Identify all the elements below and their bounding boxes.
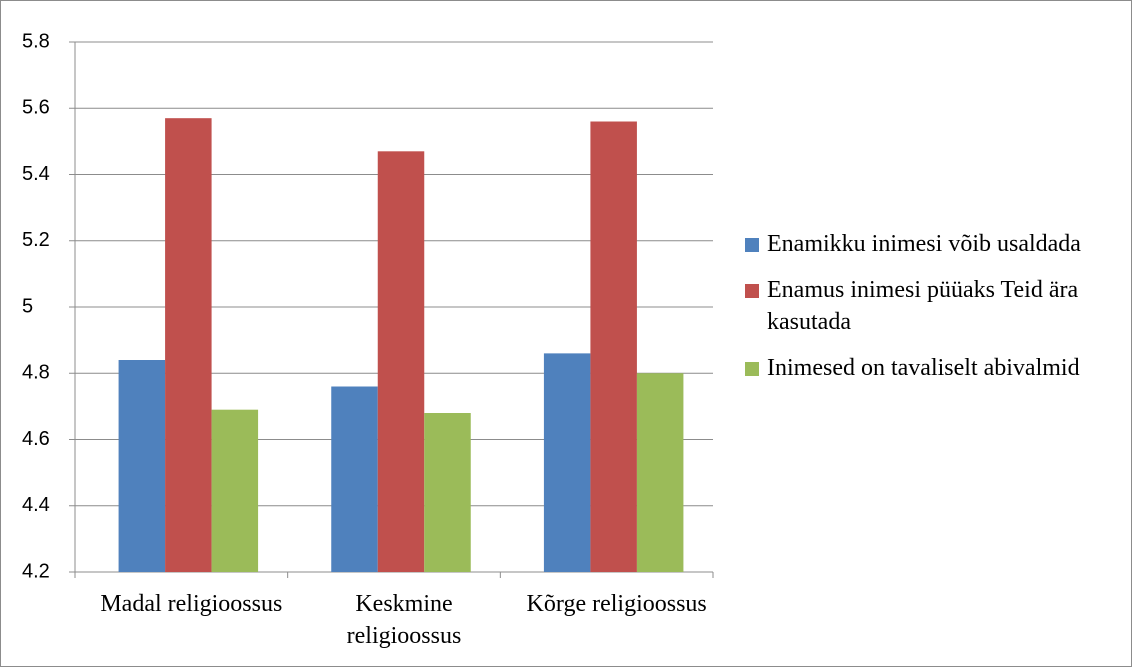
legend-swatch: [745, 284, 759, 298]
y-tick-label: 5: [22, 295, 33, 317]
y-tick-label: 5.2: [22, 229, 50, 251]
bar: [590, 121, 637, 572]
bar: [118, 360, 166, 572]
legend-label: Enamikku inimesi võib usaldada: [767, 231, 1081, 257]
legend-label: Enamus inimesi püüaks Teid ära kasutada: [767, 277, 1079, 335]
legend: Enamikku inimesi võib usaldada Enamus ini…: [745, 228, 1115, 398]
y-tick-label: 4.2: [22, 560, 50, 582]
bar: [211, 409, 259, 572]
legend-swatch: [745, 362, 759, 376]
legend-swatch: [745, 238, 759, 252]
bar: [377, 151, 425, 572]
legend-label: Inimesed on tavaliselt abivalmid: [767, 355, 1080, 381]
bar: [543, 353, 591, 572]
x-tick-label: Kõrge religioossus: [526, 591, 707, 617]
legend-item: Enamikku inimesi võib usaldada: [745, 228, 1117, 260]
x-tick-label: Keskmine religioossus: [346, 591, 462, 649]
legend-item: Inimesed on tavaliselt abivalmid: [745, 352, 1117, 384]
y-tick-label: 4.4: [22, 494, 50, 516]
y-tick-label: 5.4: [22, 163, 50, 185]
bar: [331, 386, 378, 572]
x-tick-label: Madal religioossus: [100, 591, 283, 617]
y-tick-label: 4.8: [22, 362, 50, 384]
bar: [636, 373, 684, 572]
y-tick-label: 5.8: [22, 30, 50, 52]
bar: [424, 413, 471, 572]
legend-item: Enamus inimesi püüaks Teid ära kasutada: [745, 274, 1117, 338]
bar: [165, 118, 212, 572]
y-tick-label: 5.6: [22, 97, 50, 119]
y-tick-label: 4.6: [22, 428, 50, 450]
